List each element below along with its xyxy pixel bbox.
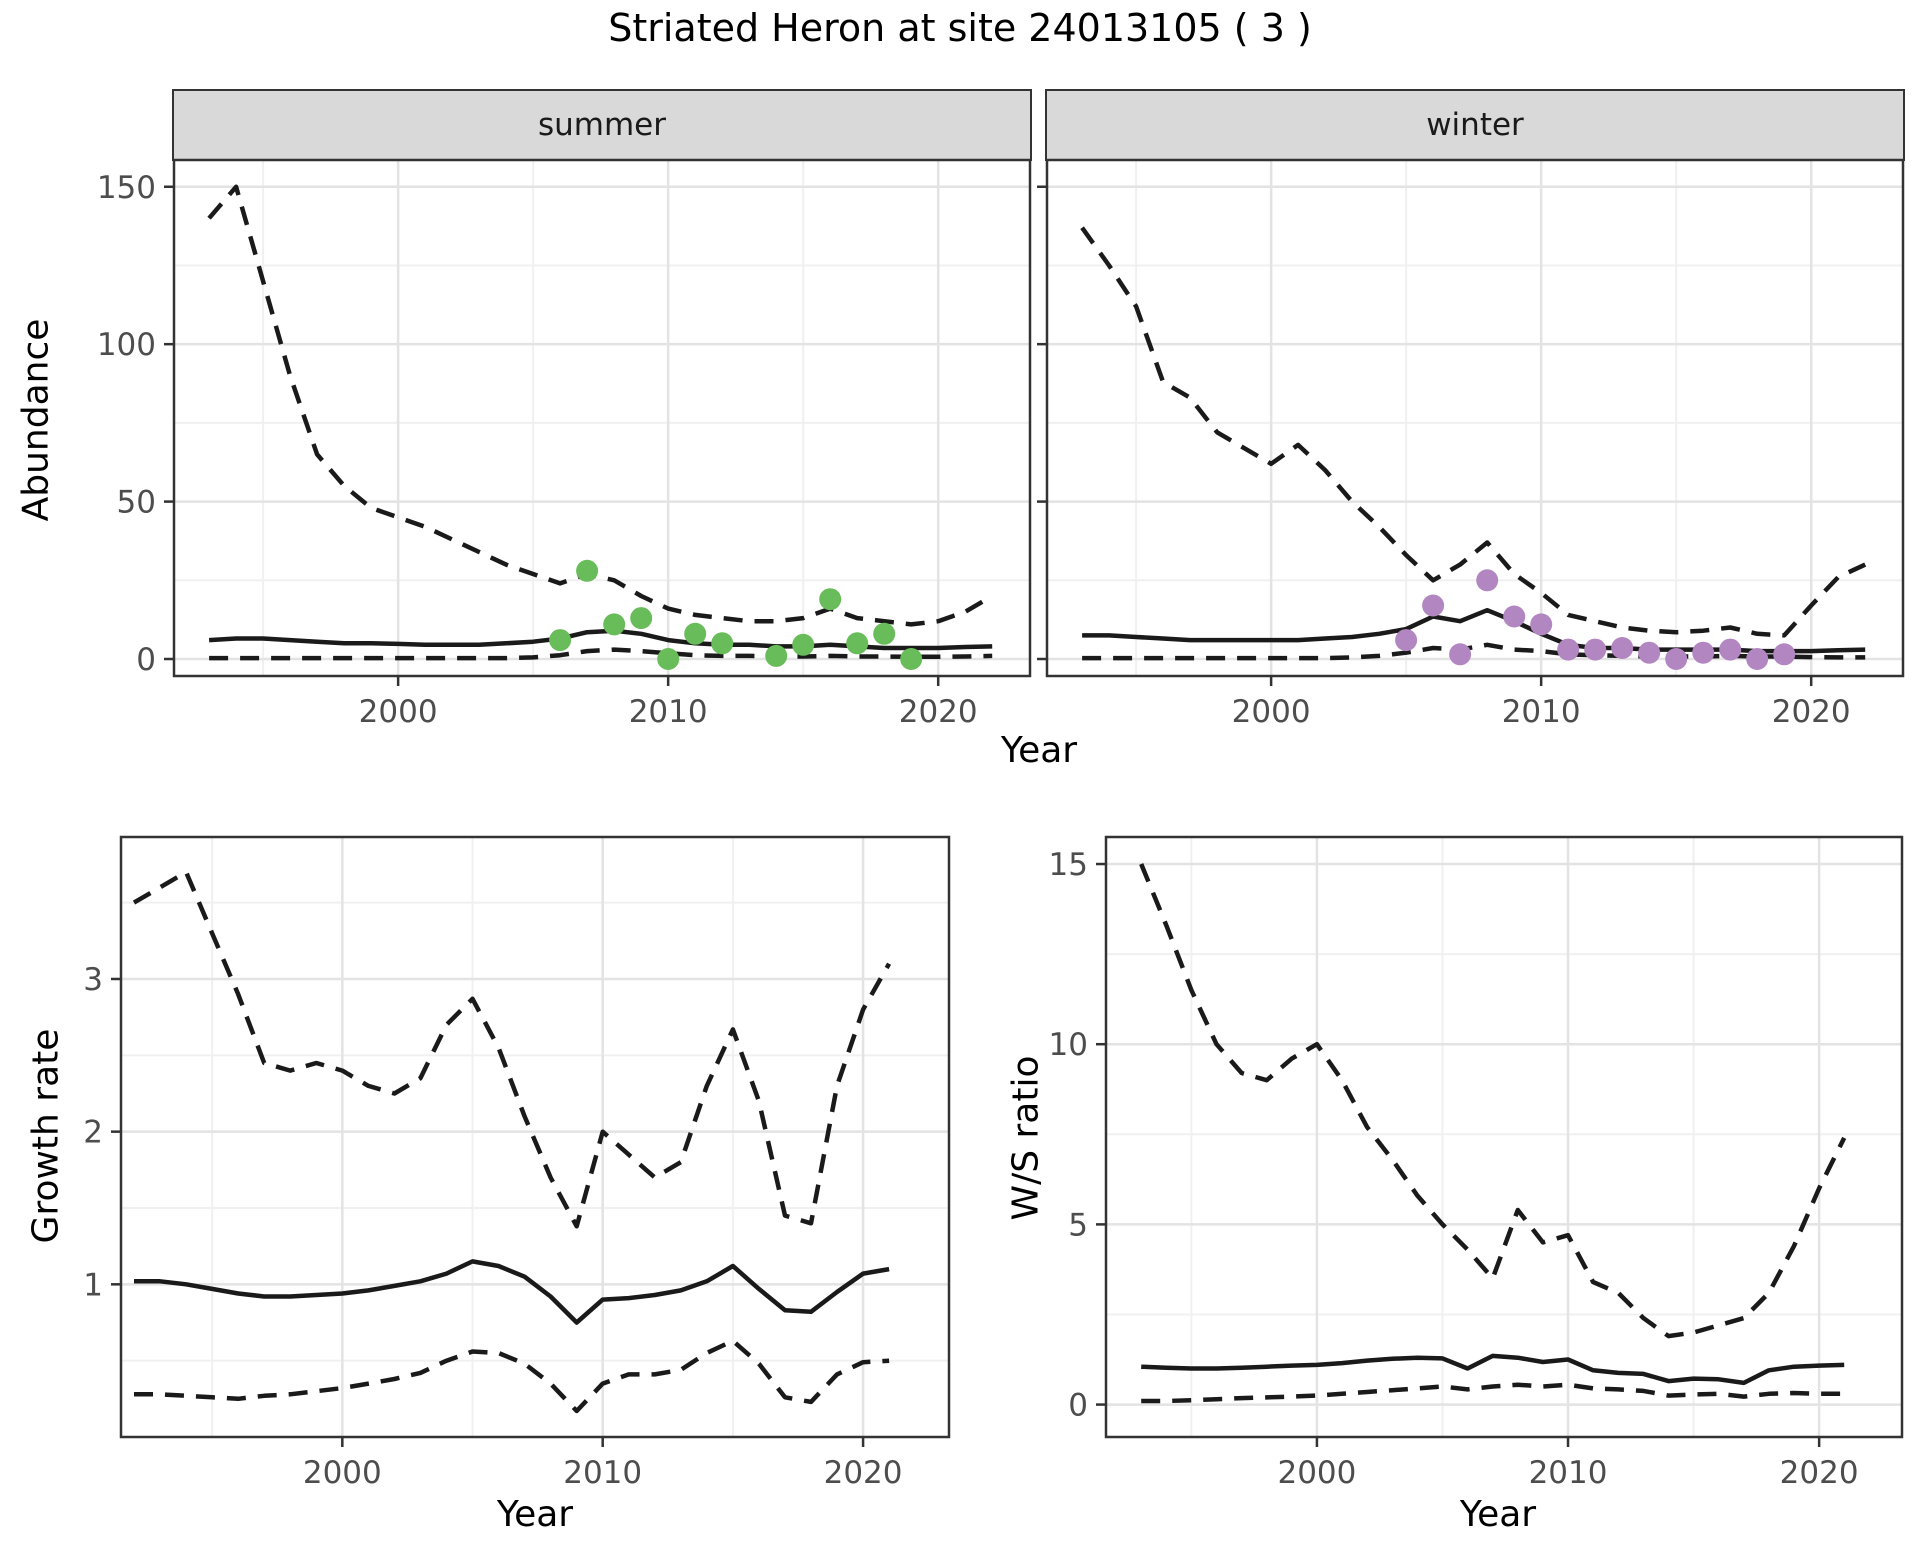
y-tick-label: 2 bbox=[83, 1115, 103, 1151]
observation-dot bbox=[900, 648, 923, 670]
observation-dot bbox=[873, 622, 896, 645]
gridlines-major bbox=[1106, 837, 1902, 1437]
x-tick-label: 2010 bbox=[1502, 694, 1581, 730]
y-tick-label: 15 bbox=[1049, 847, 1088, 883]
observation-dot bbox=[711, 632, 734, 655]
x-tick-label: 2020 bbox=[1780, 1455, 1859, 1491]
x-tick-label: 2010 bbox=[1529, 1455, 1608, 1491]
x-axis-title-ws-ratio: Year bbox=[1459, 1494, 1537, 1535]
observation-dot bbox=[684, 622, 707, 645]
observation-dot bbox=[1584, 638, 1607, 661]
panel-growth-rate: 2000 2010 2020 1 2 3 bbox=[83, 835, 951, 1491]
gridlines-minor bbox=[1047, 160, 1903, 676]
observation-dot bbox=[846, 632, 869, 655]
x-tick-label: 2000 bbox=[1277, 1455, 1356, 1491]
facet-label-summer: summer bbox=[537, 107, 666, 143]
panel-background bbox=[1106, 837, 1902, 1437]
observation-dot bbox=[657, 648, 680, 670]
gridlines-minor bbox=[1106, 837, 1902, 1437]
upper-ci-line bbox=[207, 184, 994, 627]
y-tick-label: 50 bbox=[117, 485, 156, 521]
gridlines-minor bbox=[174, 160, 1030, 676]
observation-dot bbox=[549, 629, 572, 652]
axis-ticks: 2000 2010 2020 1 2 3 bbox=[83, 962, 902, 1491]
observation-dot bbox=[603, 613, 626, 636]
x-tick-label: 2010 bbox=[563, 1455, 642, 1491]
observation-dot bbox=[1665, 648, 1688, 670]
lower-ci-line bbox=[134, 1338, 890, 1414]
observation-dot bbox=[576, 559, 599, 582]
panel-border bbox=[1045, 158, 1905, 678]
panel-ws-ratio: 2000 2010 2020 0 5 10 15 bbox=[1049, 835, 1904, 1491]
winter-observations bbox=[1395, 569, 1796, 670]
observation-dot bbox=[1449, 643, 1472, 666]
upper-ci-line bbox=[1080, 226, 1867, 638]
observation-dot bbox=[1773, 643, 1796, 666]
median-line bbox=[1141, 1353, 1845, 1386]
observation-dot bbox=[1638, 641, 1661, 664]
panel-border bbox=[119, 835, 951, 1439]
x-tick-label: 2010 bbox=[629, 694, 708, 730]
observation-dot bbox=[1476, 569, 1499, 592]
x-tick-label: 2020 bbox=[1772, 694, 1851, 730]
y-tick-label: 1 bbox=[83, 1267, 103, 1303]
observation-dot bbox=[1746, 648, 1769, 670]
observation-dot bbox=[1557, 638, 1580, 661]
observation-dot bbox=[792, 633, 815, 656]
observation-dot bbox=[1692, 641, 1715, 664]
panel-abundance-winter: 2000 2010 2020 bbox=[1037, 158, 1905, 730]
facet-label-winter: winter bbox=[1426, 107, 1524, 143]
facet-strip-summer: summer bbox=[172, 89, 1032, 161]
panel-border bbox=[1104, 835, 1904, 1439]
observation-dot bbox=[765, 644, 788, 667]
panel-border bbox=[172, 158, 1032, 678]
observation-dot bbox=[630, 607, 653, 630]
observation-dot bbox=[1503, 605, 1526, 628]
axis-ticks: 2000 2010 2020 bbox=[1037, 185, 1851, 730]
observation-dot bbox=[1719, 638, 1742, 661]
panel-abundance-summer: 2000 2010 2020 0 50 100 150 bbox=[97, 158, 1032, 730]
facet-strip-winter: winter bbox=[1045, 89, 1905, 161]
observation-dot bbox=[1611, 637, 1634, 659]
y-tick-label: 0 bbox=[1068, 1388, 1088, 1424]
upper-ci-line bbox=[132, 869, 892, 1229]
y-tick-label: 0 bbox=[136, 642, 156, 678]
chart-title: Striated Heron at site 24013105 ( 3 ) bbox=[608, 6, 1312, 50]
observation-dot bbox=[1530, 613, 1553, 636]
median-line bbox=[134, 1259, 890, 1325]
upper-ci-line bbox=[1139, 863, 1847, 1339]
lower-ci-line bbox=[1141, 1382, 1845, 1404]
y-tick-label: 100 bbox=[97, 327, 156, 363]
observation-dot bbox=[1395, 629, 1418, 652]
y-tick-label: 10 bbox=[1049, 1027, 1088, 1063]
x-axis-title-top: Year bbox=[1000, 730, 1078, 771]
y-tick-label: 3 bbox=[83, 962, 103, 998]
panel-background bbox=[174, 160, 1030, 676]
x-tick-label: 2020 bbox=[899, 694, 978, 730]
x-tick-label: 2020 bbox=[824, 1455, 903, 1491]
observation-dot bbox=[819, 588, 842, 611]
panel-background bbox=[1047, 160, 1903, 676]
observation-dot bbox=[1422, 594, 1445, 617]
y-tick-label: 5 bbox=[1068, 1207, 1088, 1243]
y-tick-label: 150 bbox=[97, 170, 156, 206]
x-tick-label: 2000 bbox=[359, 694, 438, 730]
x-tick-label: 2000 bbox=[303, 1455, 382, 1491]
x-tick-label: 2000 bbox=[1232, 694, 1311, 730]
lower-ci-line bbox=[209, 647, 993, 661]
x-axis-title-growth-rate: Year bbox=[496, 1494, 574, 1535]
summer-observations bbox=[549, 559, 923, 670]
axis-ticks: 2000 2010 2020 0 50 100 150 bbox=[97, 170, 978, 730]
axis-ticks: 2000 2010 2020 0 5 10 15 bbox=[1049, 847, 1859, 1491]
